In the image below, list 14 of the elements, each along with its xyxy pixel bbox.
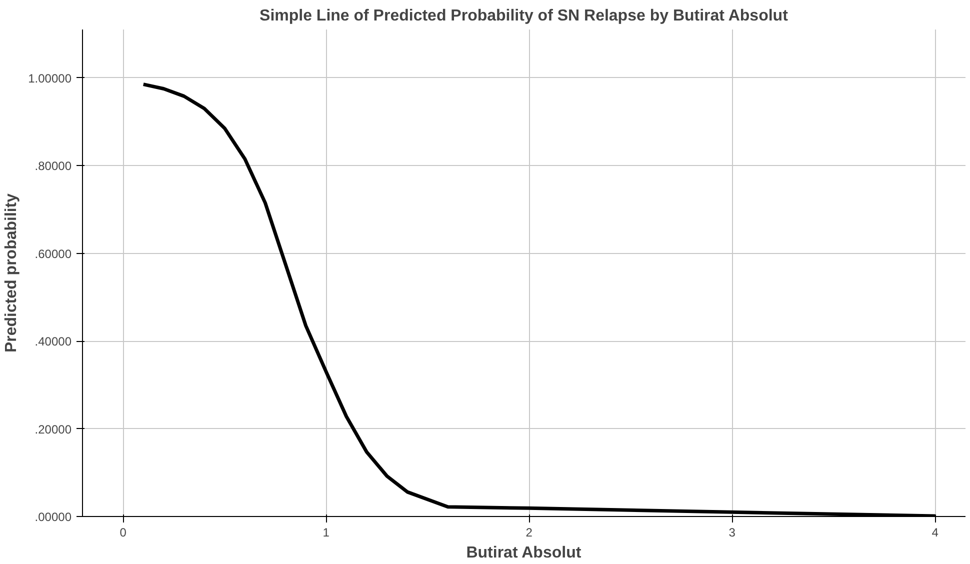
y-tick-label: .60000 <box>34 246 72 261</box>
y-tick-label: .40000 <box>34 334 72 349</box>
chart-title: Simple Line of Predicted Probability of SN Relapse by Butirat Absolut <box>260 8 789 24</box>
x-tick-label: 0 <box>120 526 127 540</box>
y-axis-title: Predicted probability <box>3 193 20 353</box>
y-tick-label: .20000 <box>34 422 72 436</box>
x-tick-label: 4 <box>932 526 939 540</box>
y-tick-label: 1.00000 <box>28 71 72 86</box>
x-tick-label: 3 <box>728 526 736 540</box>
x-tick-label: 2 <box>526 526 533 540</box>
x-axis-title: Butirat Absolut <box>466 544 582 562</box>
x-tick-label: 1 <box>322 526 330 540</box>
y-tick-label: .80000 <box>34 159 72 174</box>
y-tick-label: .00000 <box>34 510 72 524</box>
